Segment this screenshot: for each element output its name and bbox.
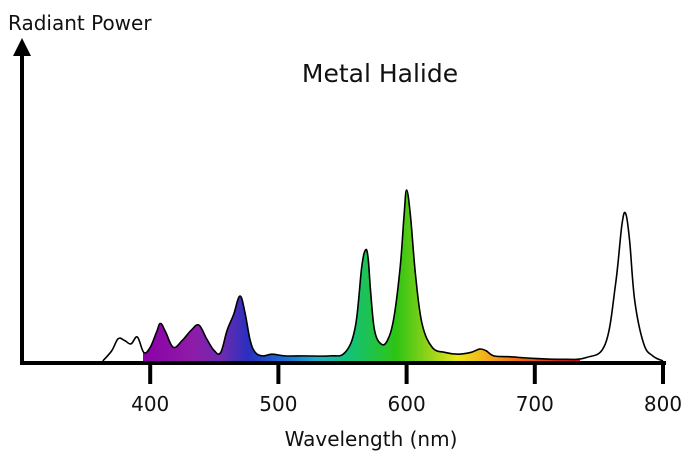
x-tick-label: 800 xyxy=(644,392,682,416)
x-tick-label: 700 xyxy=(516,392,554,416)
y-axis-label: Radiant Power xyxy=(8,11,152,35)
x-ticks: 400 500 600 700 800 xyxy=(131,363,682,416)
y-axis-arrow-icon xyxy=(13,38,31,56)
spectrum-line xyxy=(102,189,664,362)
x-axis-label: Wavelength (nm) xyxy=(285,427,458,451)
x-tick-label: 400 xyxy=(131,392,169,416)
x-tick-label: 600 xyxy=(388,392,426,416)
x-tick-label: 500 xyxy=(259,392,297,416)
chart-title: Metal Halide xyxy=(302,59,458,88)
